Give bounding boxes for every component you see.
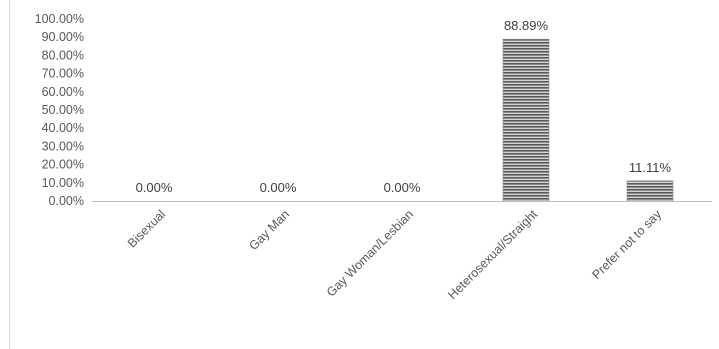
category-label: Bisexual — [125, 207, 168, 250]
y-tick-label: 0.00% — [49, 194, 84, 208]
data-label: 11.11% — [629, 160, 672, 175]
y-tick-label: 30.00% — [42, 139, 84, 153]
y-tick-label: 50.00% — [42, 103, 84, 117]
y-tick-label: 40.00% — [42, 121, 84, 135]
category-label: Gay Man — [246, 207, 292, 253]
bar — [502, 38, 550, 202]
y-tick-label: 60.00% — [42, 85, 84, 99]
bars — [502, 38, 674, 202]
category-label: Heterosexual/Straight — [445, 207, 540, 302]
data-label: 0.00% — [136, 180, 173, 195]
category-labels: Bisexual Gay Man Gay Woman/Lesbian Heterose… — [125, 207, 665, 302]
bar — [626, 180, 674, 202]
y-tick-label: 70.00% — [42, 67, 84, 81]
category-label: Gay Woman/Lesbian — [324, 207, 416, 299]
data-labels: 0.00% 0.00% 0.00% 88.89% 11.11% — [136, 18, 672, 195]
y-tick-label: 80.00% — [42, 48, 84, 62]
data-label: 0.00% — [260, 180, 297, 195]
y-tick-label: 10.00% — [42, 176, 84, 190]
data-label: 88.89% — [504, 18, 549, 33]
y-axis-ticks: 0.00% 10.00% 20.00% 30.00% 40.00% 50.00% 60.00… — [35, 12, 84, 208]
category-label: Prefer not to say — [589, 207, 664, 282]
y-tick-label: 100.00% — [35, 12, 84, 26]
data-label: 0.00% — [384, 180, 421, 195]
y-tick-label: 20.00% — [42, 158, 84, 172]
y-tick-label: 90.00% — [42, 30, 84, 44]
